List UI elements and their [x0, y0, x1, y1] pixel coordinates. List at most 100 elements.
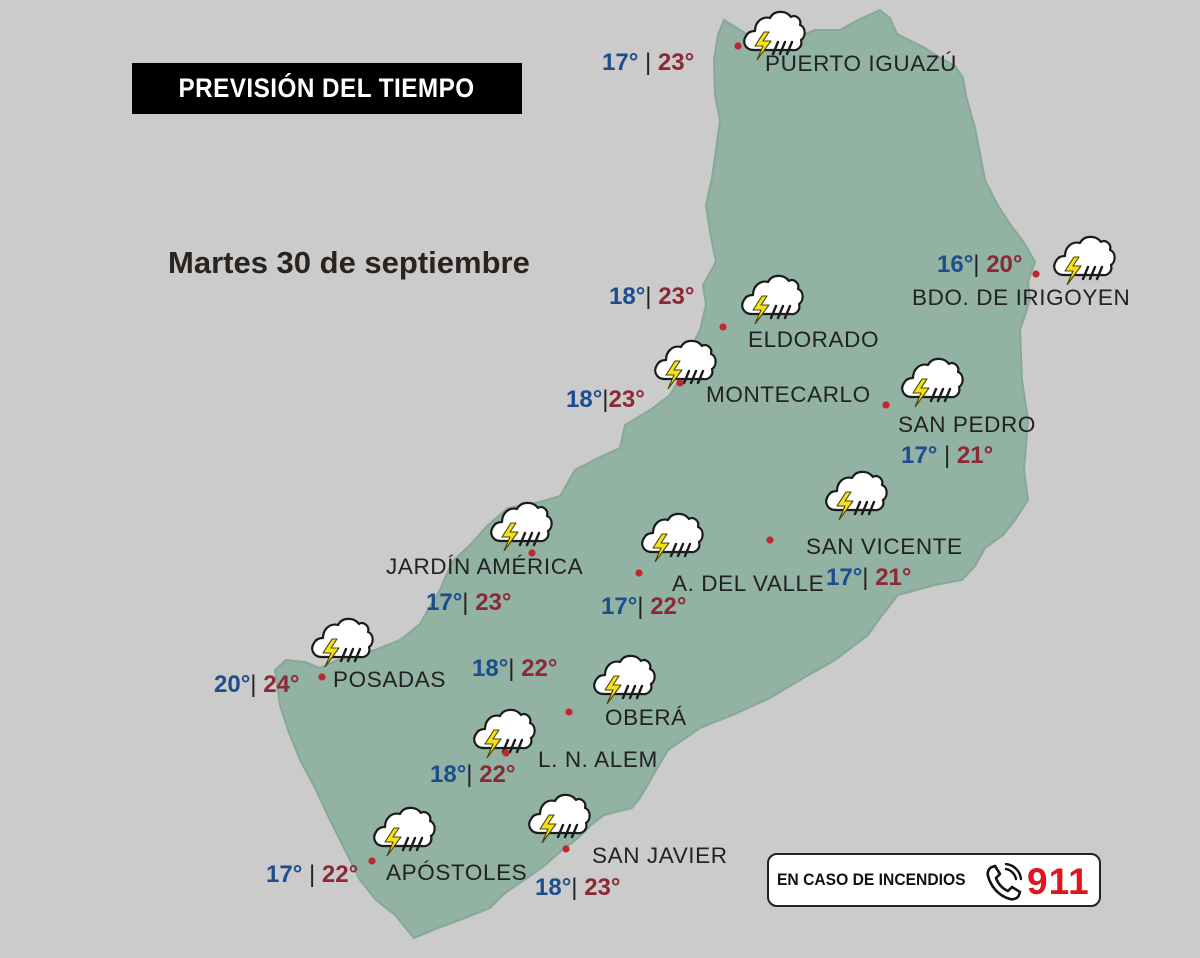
temp-separator: |	[508, 655, 521, 682]
min-temp: 20°	[214, 671, 250, 698]
emergency-number: 911	[1027, 861, 1090, 902]
min-temp: 18°	[430, 761, 466, 788]
temp-separator: |	[973, 251, 986, 278]
city-temps: 17°| 23°	[426, 589, 512, 616]
max-temp: 23°	[609, 386, 645, 413]
city-name: OBERÁ	[605, 705, 687, 730]
city-dot	[734, 42, 742, 50]
min-temp: 16°	[937, 251, 973, 278]
city-montecarlo: MONTECARLO 18°|23°	[566, 339, 871, 413]
city-name: PUERTO IGUAZÚ	[765, 51, 957, 76]
city-dot	[1032, 270, 1040, 278]
temp-separator: |	[466, 761, 479, 788]
city-dot	[882, 401, 890, 409]
city-dot	[676, 379, 684, 387]
max-temp: 23°	[658, 283, 694, 310]
city-posadas: POSADAS 20°| 24°	[214, 617, 446, 698]
max-temp: 23°	[658, 49, 694, 76]
city-name: POSADAS	[333, 667, 446, 692]
city-dot	[766, 536, 774, 544]
min-temp: 17°	[901, 442, 937, 469]
city-dot	[318, 673, 326, 681]
city-temps: 18°| 22°	[430, 761, 516, 788]
min-temp: 17°	[426, 589, 462, 616]
city-name: SAN JAVIER	[592, 843, 728, 868]
max-temp: 22°	[650, 593, 686, 620]
min-temp: 18°	[535, 874, 571, 901]
max-temp: 24°	[263, 671, 299, 698]
city-obera: OBERÁ 18°| 22°	[472, 654, 687, 730]
emergency-label: EN CASO DE INCENDIOS	[777, 870, 966, 889]
min-temp: 18°	[609, 283, 645, 310]
temp-separator: |	[638, 49, 658, 76]
max-temp: 22°	[322, 861, 358, 888]
city-temps: 17° | 23°	[602, 49, 694, 76]
city-name: SAN PEDRO	[898, 412, 1036, 437]
city-san-pedro: SAN PEDRO 17° | 21°	[882, 357, 1036, 469]
city-name: JARDÍN AMÉRICA	[386, 554, 583, 579]
misiones-province	[273, 8, 1037, 940]
temp-separator: |	[637, 593, 650, 620]
emergency-banner: EN CASO DE INCENDIOS 911	[767, 853, 1101, 907]
city-temps: 18°| 23°	[535, 874, 621, 901]
phone-icon	[986, 863, 1022, 901]
max-temp: 20°	[986, 251, 1022, 278]
max-temp: 21°	[875, 564, 911, 591]
city-dot	[562, 845, 570, 853]
city-san-vicente: SAN VICENTE 17°| 21°	[766, 470, 963, 591]
temp-separator: |	[602, 386, 608, 413]
city-name: BDO. DE IRIGOYEN	[912, 285, 1130, 310]
city-temps: 17°| 22°	[601, 593, 687, 620]
city-eldorado: ELDORADO 18°| 23°	[609, 274, 879, 352]
city-temps: 17°| 21°	[826, 564, 912, 591]
city-apostoles: APÓSTOLES 17° | 22°	[266, 806, 527, 888]
city-jardin-america: JARDÍN AMÉRICA 17°| 23°	[386, 501, 583, 616]
city-dot	[368, 857, 376, 865]
city-temps: 18°| 23°	[609, 283, 695, 310]
max-temp: 21°	[957, 442, 993, 469]
min-temp: 17°	[826, 564, 862, 591]
temp-separator: |	[571, 874, 584, 901]
city-temps: 20°| 24°	[214, 671, 300, 698]
max-temp: 23°	[584, 874, 620, 901]
city-bdo-de-irigoyen: BDO. DE IRIGOYEN 16°| 20°	[912, 235, 1130, 310]
city-dot	[565, 708, 573, 716]
city-dot	[635, 569, 643, 577]
temp-separator: |	[645, 283, 658, 310]
min-temp: 17°	[602, 49, 638, 76]
city-name: ELDORADO	[748, 327, 879, 352]
forecast-date: Martes 30 de septiembre	[168, 245, 530, 280]
city-temps: 17° | 21°	[901, 442, 993, 469]
city-san-javier: SAN JAVIER 18°| 23°	[528, 793, 728, 901]
city-puerto-iguazu: PUERTO IGUAZÚ 17° | 23°	[602, 10, 957, 76]
city-name: L. N. ALEM	[538, 747, 658, 772]
title-banner: PREVISIÓN DEL TIEMPO	[132, 63, 522, 114]
city-dot	[528, 549, 536, 557]
temp-separator: |	[302, 861, 322, 888]
city-name: A. DEL VALLE	[672, 571, 824, 596]
temp-separator: |	[250, 671, 263, 698]
city-l-n-alem: L. N. ALEM 18°| 22°	[430, 708, 658, 788]
city-temps: 18°|23°	[566, 386, 645, 413]
province-land	[273, 8, 1037, 940]
page-title: PREVISIÓN DEL TIEMPO	[178, 73, 476, 103]
temp-separator: |	[937, 442, 957, 469]
thunderstorm-rain-icon	[1053, 235, 1116, 285]
max-temp: 22°	[521, 655, 557, 682]
city-name: SAN VICENTE	[806, 534, 963, 559]
temp-separator: |	[462, 589, 475, 616]
city-temps: 16°| 20°	[937, 251, 1023, 278]
city-name: APÓSTOLES	[386, 860, 527, 885]
min-temp: 17°	[601, 593, 637, 620]
min-temp: 17°	[266, 861, 302, 888]
city-name: MONTECARLO	[706, 382, 871, 407]
temp-separator: |	[862, 564, 875, 591]
max-temp: 23°	[475, 589, 511, 616]
city-temps: 18°| 22°	[472, 655, 558, 682]
city-dot	[719, 323, 727, 331]
city-dot	[502, 749, 510, 757]
city-temps: 17° | 22°	[266, 861, 358, 888]
max-temp: 22°	[479, 761, 515, 788]
